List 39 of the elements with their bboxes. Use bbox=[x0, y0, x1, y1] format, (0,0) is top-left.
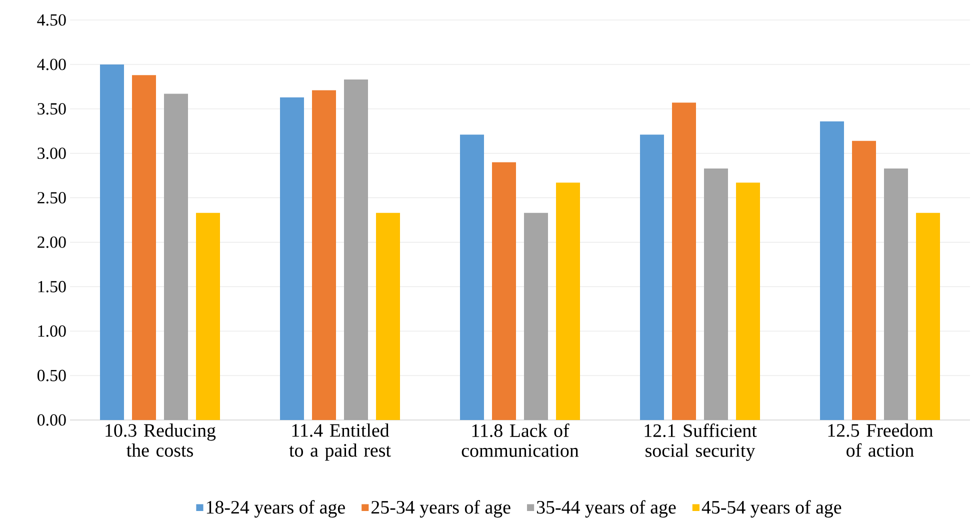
y-tick-label: 4.00 bbox=[37, 58, 66, 70]
bar bbox=[280, 97, 304, 420]
legend-label: 25-34 years of age bbox=[372, 500, 510, 518]
x-tick-label: 11.4 Entitled to a paid rest bbox=[289, 424, 391, 461]
x-tick-label: 11.8 Lack of communication bbox=[462, 424, 579, 457]
bar bbox=[852, 140, 876, 420]
bar bbox=[312, 90, 336, 420]
bar bbox=[164, 94, 188, 420]
y-tick-label: 1.50 bbox=[38, 280, 66, 292]
y-tick-label: 3.50 bbox=[38, 103, 66, 115]
bar bbox=[524, 212, 548, 420]
y-tick-label: 0.50 bbox=[37, 370, 66, 382]
legend-label: 35-44 years of age bbox=[536, 500, 676, 518]
bar bbox=[492, 162, 516, 420]
bar bbox=[344, 80, 368, 420]
bar bbox=[460, 134, 484, 420]
bar bbox=[100, 64, 124, 420]
y-tick-label: 1.00 bbox=[38, 325, 66, 337]
x-tick-label: 12.5 Freedom of action bbox=[828, 424, 934, 457]
bar bbox=[884, 168, 908, 420]
bar bbox=[376, 212, 400, 420]
y-tick-label: 3.00 bbox=[38, 148, 66, 160]
y-tick-label: 4.50 bbox=[37, 14, 66, 26]
bar bbox=[820, 121, 844, 420]
x-tick-label: 10.3 Reducing the costs bbox=[106, 424, 216, 457]
y-tick-label: 0.00 bbox=[37, 414, 66, 426]
legend-label: 18-24 years of age bbox=[206, 500, 345, 518]
x-tick-label: 12.1 Sufficient social security bbox=[644, 424, 757, 461]
bar bbox=[736, 182, 760, 420]
y-tick-label: 2.00 bbox=[38, 236, 66, 248]
bar bbox=[916, 212, 940, 420]
bar bbox=[672, 102, 696, 420]
y-tick-label: 2.50 bbox=[38, 192, 66, 204]
legend-label: 45-54 years of age bbox=[702, 500, 842, 518]
bar bbox=[704, 168, 728, 420]
bar bbox=[132, 75, 156, 420]
bar bbox=[556, 182, 580, 420]
bar bbox=[640, 134, 664, 420]
bar bbox=[196, 212, 220, 420]
